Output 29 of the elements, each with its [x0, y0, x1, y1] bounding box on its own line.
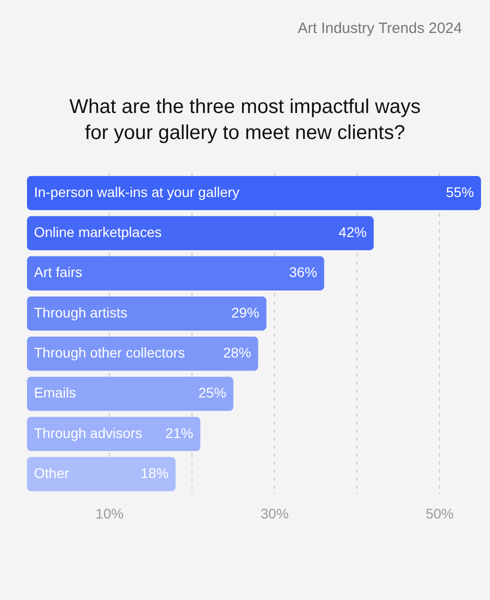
chart-title: What are the three most impactful ways for your gallery to meet new clients?	[68, 95, 422, 146]
bar	[27, 416, 200, 452]
data-label: 42%	[338, 224, 367, 240]
y-tick-label: Through artists	[34, 304, 128, 320]
bar	[27, 376, 234, 411]
y-tick-label: Through advisors	[34, 424, 142, 441]
data-label: 28%	[223, 344, 252, 361]
bar	[27, 296, 266, 331]
x-tick-label: 10%	[96, 505, 124, 522]
y-tick-label: Emails	[34, 384, 76, 401]
y-tick-label: In-person walk-ins at your gallery	[34, 184, 240, 200]
y-tick-label: Online marketplaces	[34, 224, 162, 240]
y-tick-label: Through other collectors	[34, 344, 185, 361]
text: Art Industry Trends 2024	[298, 20, 462, 37]
bar	[27, 457, 176, 492]
data-label: 25%	[198, 384, 226, 401]
bar	[27, 256, 324, 290]
bar	[27, 176, 481, 210]
data-label: 36%	[289, 264, 318, 280]
bar	[27, 216, 374, 250]
y-tick-label: Other	[34, 464, 70, 481]
data-label: 21%	[165, 424, 194, 441]
data-label: 55%	[446, 184, 474, 200]
bar	[27, 336, 258, 371]
y-tick-label: Art fairs	[34, 264, 82, 280]
data-label: 29%	[231, 304, 260, 320]
x-tick-label: 30%	[260, 505, 289, 522]
x-tick-label: 50%	[426, 505, 454, 522]
data-label: 18%	[140, 464, 169, 481]
